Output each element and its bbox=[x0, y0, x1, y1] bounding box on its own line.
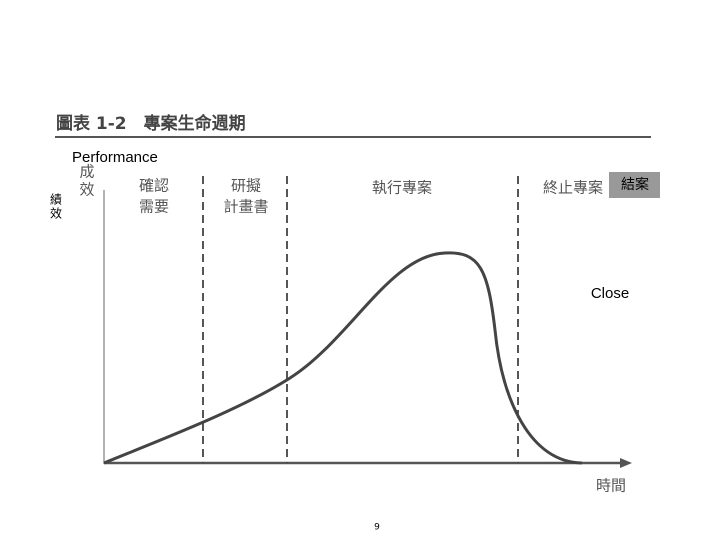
english-y-label: Performance bbox=[72, 149, 158, 166]
close-box-label: 結案 bbox=[621, 176, 649, 193]
phase-label: 計畫書 bbox=[223, 198, 268, 216]
phase-label: 確認 bbox=[139, 177, 169, 195]
phase-dividers bbox=[202, 176, 519, 463]
close-box bbox=[609, 172, 660, 198]
lifecycle-curve bbox=[103, 251, 583, 465]
chinese-y-label-line: 效 bbox=[50, 206, 62, 221]
chinese-y-label-line: 績 bbox=[50, 193, 62, 207]
phase-label: 需要 bbox=[139, 198, 169, 216]
y-axis-label-line: 成 bbox=[79, 163, 94, 181]
x-axis-label: 時間 bbox=[596, 477, 626, 495]
phase-label: 執行專案 bbox=[372, 179, 432, 197]
close-label: Close bbox=[591, 285, 629, 302]
phase-label: 研擬 bbox=[231, 177, 261, 195]
page-number: 9 bbox=[374, 523, 380, 533]
figure-title: 圖表 1-2 專案生命週期 bbox=[56, 113, 246, 134]
phase-label: 終止專案 bbox=[543, 179, 603, 197]
y-axis-label-line: 效 bbox=[79, 181, 94, 199]
x-axis-arrow bbox=[620, 458, 632, 468]
